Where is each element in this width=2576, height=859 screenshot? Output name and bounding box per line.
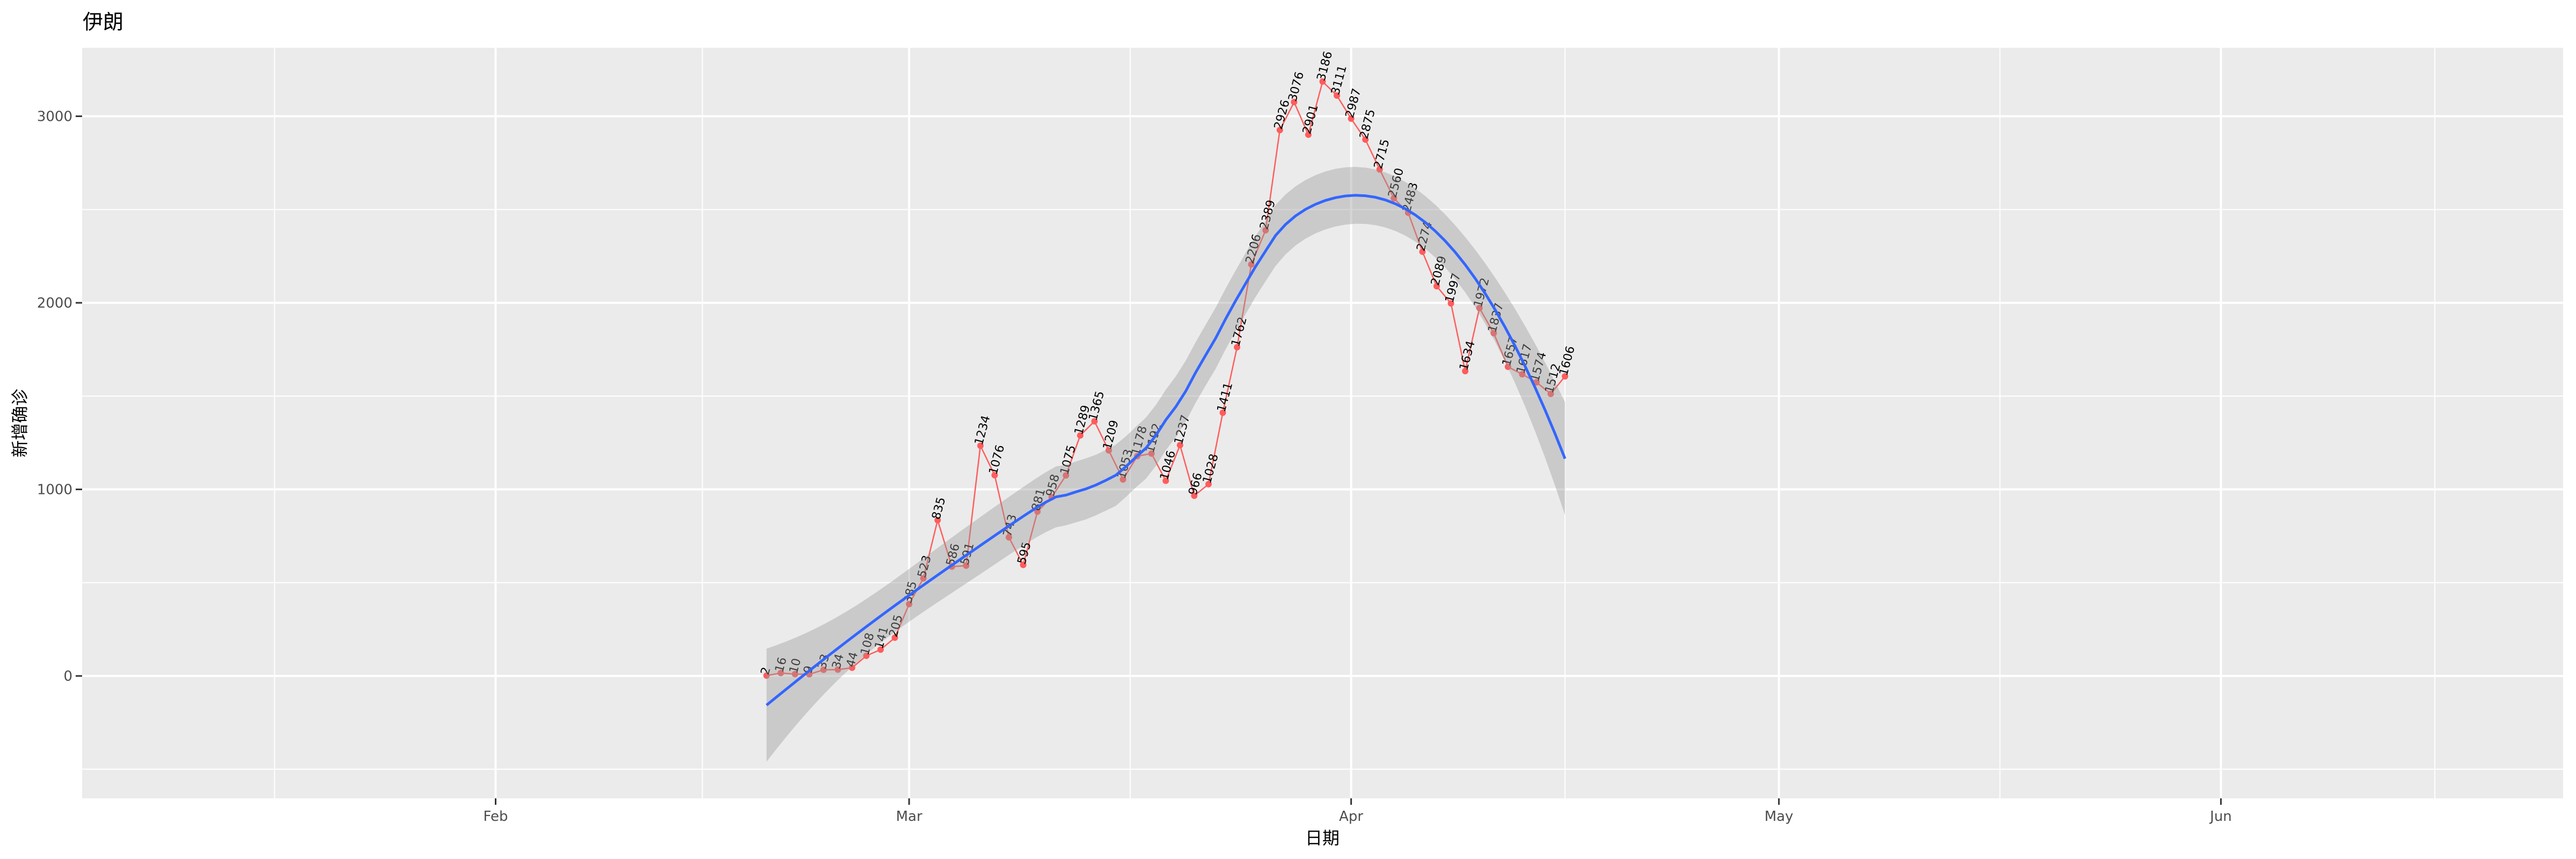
data-point bbox=[1063, 472, 1070, 479]
data-point bbox=[1504, 363, 1511, 370]
data-point bbox=[991, 472, 998, 479]
data-point bbox=[1533, 379, 1540, 386]
data-point bbox=[1476, 304, 1483, 311]
data-point bbox=[1376, 166, 1383, 173]
data-point bbox=[1348, 115, 1355, 122]
data-point bbox=[1105, 447, 1112, 454]
data-point bbox=[1205, 481, 1212, 487]
data-point bbox=[848, 664, 855, 671]
data-point bbox=[1490, 330, 1497, 337]
data-point bbox=[1462, 368, 1469, 375]
data-point bbox=[1562, 373, 1569, 380]
data-point bbox=[1191, 492, 1198, 499]
data-point bbox=[1077, 432, 1084, 439]
data-point bbox=[920, 575, 927, 582]
data-point bbox=[977, 442, 984, 449]
y-tick-label: 2000 bbox=[37, 295, 72, 311]
y-tick-label: 1000 bbox=[37, 482, 72, 498]
data-point bbox=[1433, 283, 1440, 290]
x-tick-label: Apr bbox=[1339, 809, 1363, 825]
x-tick-label: Mar bbox=[896, 809, 922, 825]
data-point bbox=[835, 666, 841, 673]
data-point bbox=[906, 601, 912, 608]
data-point bbox=[820, 666, 827, 673]
data-point bbox=[1391, 195, 1397, 202]
data-point bbox=[1262, 227, 1269, 234]
y-tick-label: 3000 bbox=[37, 109, 72, 125]
data-point bbox=[1547, 390, 1554, 397]
data-point bbox=[863, 652, 870, 659]
data-point bbox=[1119, 476, 1126, 483]
chart-title: 伊朗 bbox=[83, 10, 123, 34]
data-point bbox=[877, 646, 884, 653]
data-point bbox=[1419, 248, 1426, 255]
x-tick-label: Feb bbox=[483, 809, 508, 825]
data-point bbox=[1020, 562, 1027, 569]
data-point bbox=[792, 671, 799, 678]
data-point bbox=[777, 669, 784, 676]
data-point bbox=[891, 634, 898, 641]
data-point bbox=[1519, 371, 1526, 378]
y-axis-title: 新增确诊 bbox=[10, 389, 30, 457]
smooth-fit bbox=[765, 166, 1567, 762]
data-point bbox=[1248, 261, 1255, 268]
data-label: 2 bbox=[758, 666, 773, 676]
data-point bbox=[934, 516, 941, 523]
data-point bbox=[1447, 300, 1454, 307]
smooth-line bbox=[765, 194, 1567, 707]
data-point bbox=[1362, 136, 1369, 143]
data-point bbox=[963, 562, 970, 569]
x-axis-title: 日期 bbox=[1305, 828, 1340, 848]
data-point bbox=[1234, 344, 1241, 351]
x-tick-label: Jun bbox=[2209, 809, 2232, 825]
data-point bbox=[1005, 534, 1012, 541]
data-series bbox=[763, 78, 1569, 679]
data-point bbox=[1319, 78, 1326, 85]
data-point bbox=[763, 672, 770, 679]
data-point bbox=[1091, 418, 1098, 425]
major-gridlines bbox=[82, 48, 2563, 798]
data-point bbox=[1034, 508, 1041, 515]
data-point bbox=[1276, 127, 1283, 134]
x-tick-label: May bbox=[1765, 809, 1794, 825]
data-point bbox=[1148, 450, 1155, 457]
data-point bbox=[1219, 409, 1226, 416]
axes: 0 1000 2000 3000 Feb Mar Apr May Jun bbox=[37, 109, 2232, 825]
data-point bbox=[1176, 442, 1183, 449]
data-point bbox=[1305, 131, 1312, 138]
data-point bbox=[1291, 99, 1298, 106]
plot-panel bbox=[82, 48, 2563, 798]
data-point bbox=[1162, 477, 1169, 484]
y-tick-label: 0 bbox=[63, 668, 72, 685]
data-point bbox=[1334, 92, 1341, 99]
